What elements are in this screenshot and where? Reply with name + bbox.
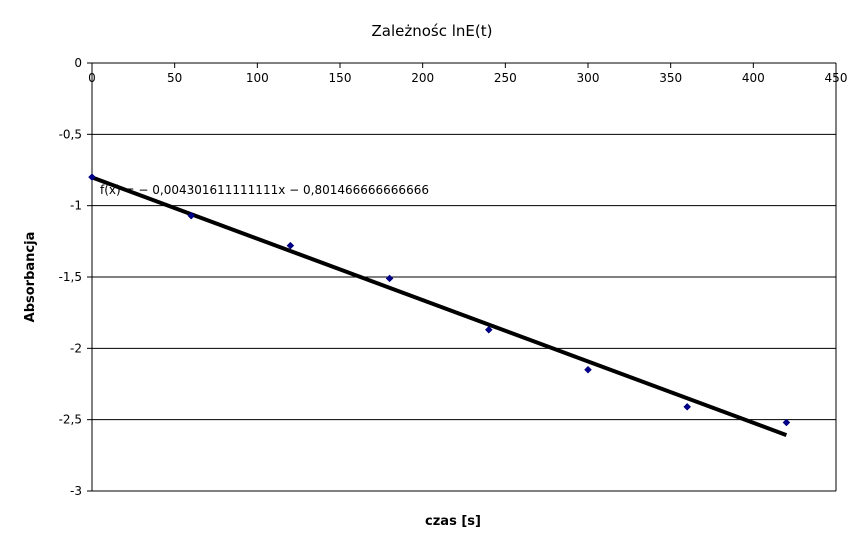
trendline-group [91,175,788,437]
y-tick-label: -2 [70,341,82,355]
x-tick-label: 0 [88,71,96,85]
x-tick-label: 300 [577,71,600,85]
data-points [88,173,791,427]
y-tick-label: -0,5 [59,127,82,141]
y-axis-title: Absorbancja [23,232,38,323]
data-point [385,274,394,283]
y-tick-label: -2,5 [59,413,82,427]
x-tick-label: 100 [246,71,269,85]
y-tick-label: 0 [74,56,82,70]
data-point [683,402,692,411]
chart-title: Zależnośc lnE(t) [372,22,493,40]
x-tick-label: 400 [742,71,765,85]
x-tick-label: 200 [411,71,434,85]
trendline-equation: f(x) = − 0,004301611111111x − 0,80146666… [100,183,429,197]
x-axis-ticks: 0 50 100 150 200 250 300 350 400 450 [88,63,847,85]
y-tick-label: -1,5 [59,270,82,284]
x-tick-label: 450 [825,71,848,85]
y-tick-label: -1 [70,199,82,213]
data-point [782,418,791,427]
y-axis-ticks: 0 -0,5 -1 -1,5 -2 -2,5 -3 [59,56,92,498]
data-point [484,325,493,334]
x-tick-label: 150 [329,71,352,85]
data-point [286,241,295,250]
x-tick-label: 50 [167,71,182,85]
x-tick-label: 250 [494,71,517,85]
y-tick-label: -3 [70,484,82,498]
x-tick-label: 350 [659,71,682,85]
data-point [187,211,196,220]
trendline [91,175,788,437]
data-point [584,365,592,374]
grid-lines [92,62,836,492]
x-axis-title: czas [s] [425,514,481,529]
data-point [88,173,96,181]
